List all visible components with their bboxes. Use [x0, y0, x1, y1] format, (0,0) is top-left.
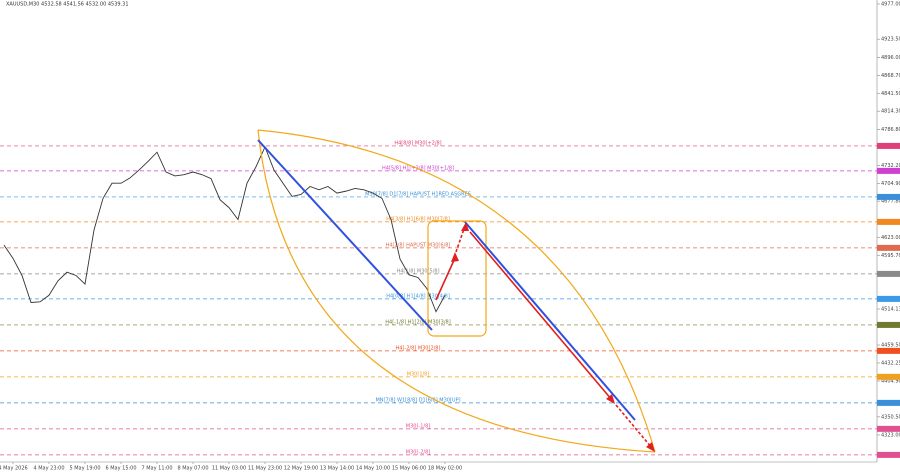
level-label: MN[7/8] W1[8/8] D1[6/8] M30[UP]: [375, 397, 460, 403]
x-tick-label: 6 May 15:00: [105, 466, 136, 472]
zone-box: [427, 220, 487, 337]
level-label: H4[0/8] H1[4/8] M30[4/8]: [386, 293, 450, 299]
arrow-head: [606, 394, 615, 404]
x-tick-label: 13 May 14:00: [320, 466, 354, 472]
level-label: M30[-1/8]: [406, 423, 430, 429]
y-tick-label: 4459.50: [881, 343, 900, 349]
arc-lower: [257, 129, 656, 453]
level-label: M30[-2/8]: [406, 449, 430, 455]
y-tick-label: 4323.00: [881, 432, 900, 438]
annotations: [257, 129, 656, 453]
x-tick-label: 15 May 06:00: [392, 466, 426, 472]
trend-line: [464, 221, 636, 421]
x-tick-label: 11 May 03:00: [212, 466, 246, 472]
level-tag: [877, 347, 900, 354]
level-tag: [877, 373, 900, 380]
arrow-head: [461, 222, 469, 231]
level-tag: [877, 142, 900, 149]
y-tick-label: 4432.25: [881, 360, 900, 366]
level-tag: [877, 244, 900, 251]
arc-upper: [257, 129, 656, 453]
x-tick-label: 14 May 10:00: [356, 466, 390, 472]
y-tick-label: 4786.80: [881, 127, 900, 133]
level-tag: [877, 451, 900, 458]
level-label: M30[7/8] D1[7/8] HAPUST H1RED ASGRES: [365, 191, 471, 197]
projection-arrow: [469, 231, 613, 401]
y-tick-label: 4732.20: [881, 163, 900, 169]
y-tick-label: 4623.00: [881, 235, 900, 241]
level-label: H4[2/8] HAPUST M30[6/8]: [386, 242, 451, 248]
level-label: H4[8/8] M30[+2/8]: [394, 140, 441, 146]
level-label: H4[-1/8] H1[2/8] M30[3/8]: [385, 319, 450, 325]
y-tick-label: 4841.50: [881, 91, 900, 97]
arrow-head: [646, 442, 655, 452]
arrow-head: [451, 252, 459, 262]
level-tag: [877, 425, 900, 432]
y-tick-label: 4923.50: [881, 37, 900, 43]
level-tag: [877, 193, 900, 200]
level-tag: [877, 167, 900, 174]
y-tick-label: 4896.00: [881, 55, 900, 61]
y-tick-label: 4350.50: [881, 414, 900, 420]
price-line: [3, 145, 446, 313]
chart-title: XAUUSD,M30 4532.58 4541.56 4532.00 4539.…: [6, 2, 129, 8]
x-tick-label: 4 May 2026: [0, 466, 28, 472]
y-tick-label: 4514.13: [881, 307, 900, 313]
x-tick-label: 11 May 23:00: [248, 466, 282, 472]
level-tag: [877, 321, 900, 328]
y-tick-label: 4677.80: [881, 199, 900, 205]
y-tick-label: 4814.30: [881, 109, 900, 115]
x-tick-label: 18 May 02:00: [428, 466, 462, 472]
y-tick-label: 4977.00: [881, 1, 900, 7]
y-tick-label: 4868.70: [881, 73, 900, 79]
level-tag: [877, 218, 900, 225]
level-label: M30[1/8]: [407, 371, 430, 377]
y-tick-label: 4704.90: [881, 181, 900, 187]
level-tag: [877, 295, 900, 302]
trend-line: [257, 139, 433, 331]
y-tick-label: 4595.70: [881, 253, 900, 259]
y-tick-label: 4404.90: [881, 379, 900, 385]
x-tick-label: 8 May 07:00: [177, 466, 208, 472]
level-tag: [877, 399, 900, 406]
x-tick-label: 7 May 11:00: [141, 466, 172, 472]
level-tag: [877, 270, 900, 277]
x-tick-label: 4 May 23:00: [33, 466, 64, 472]
level-label: H4[3/8] H1[6/8] M30[7/8]: [386, 216, 450, 222]
x-tick-label: 12 May 19:00: [284, 466, 318, 472]
level-label: H4[-2/8] M30[2/8]: [396, 345, 441, 351]
projection-arrow: [435, 257, 456, 301]
x-tick-label: 5 May 19:00: [69, 466, 100, 472]
projection-arrow: [615, 404, 653, 449]
level-label: H4[1/8] M30[5/8]: [396, 268, 439, 274]
